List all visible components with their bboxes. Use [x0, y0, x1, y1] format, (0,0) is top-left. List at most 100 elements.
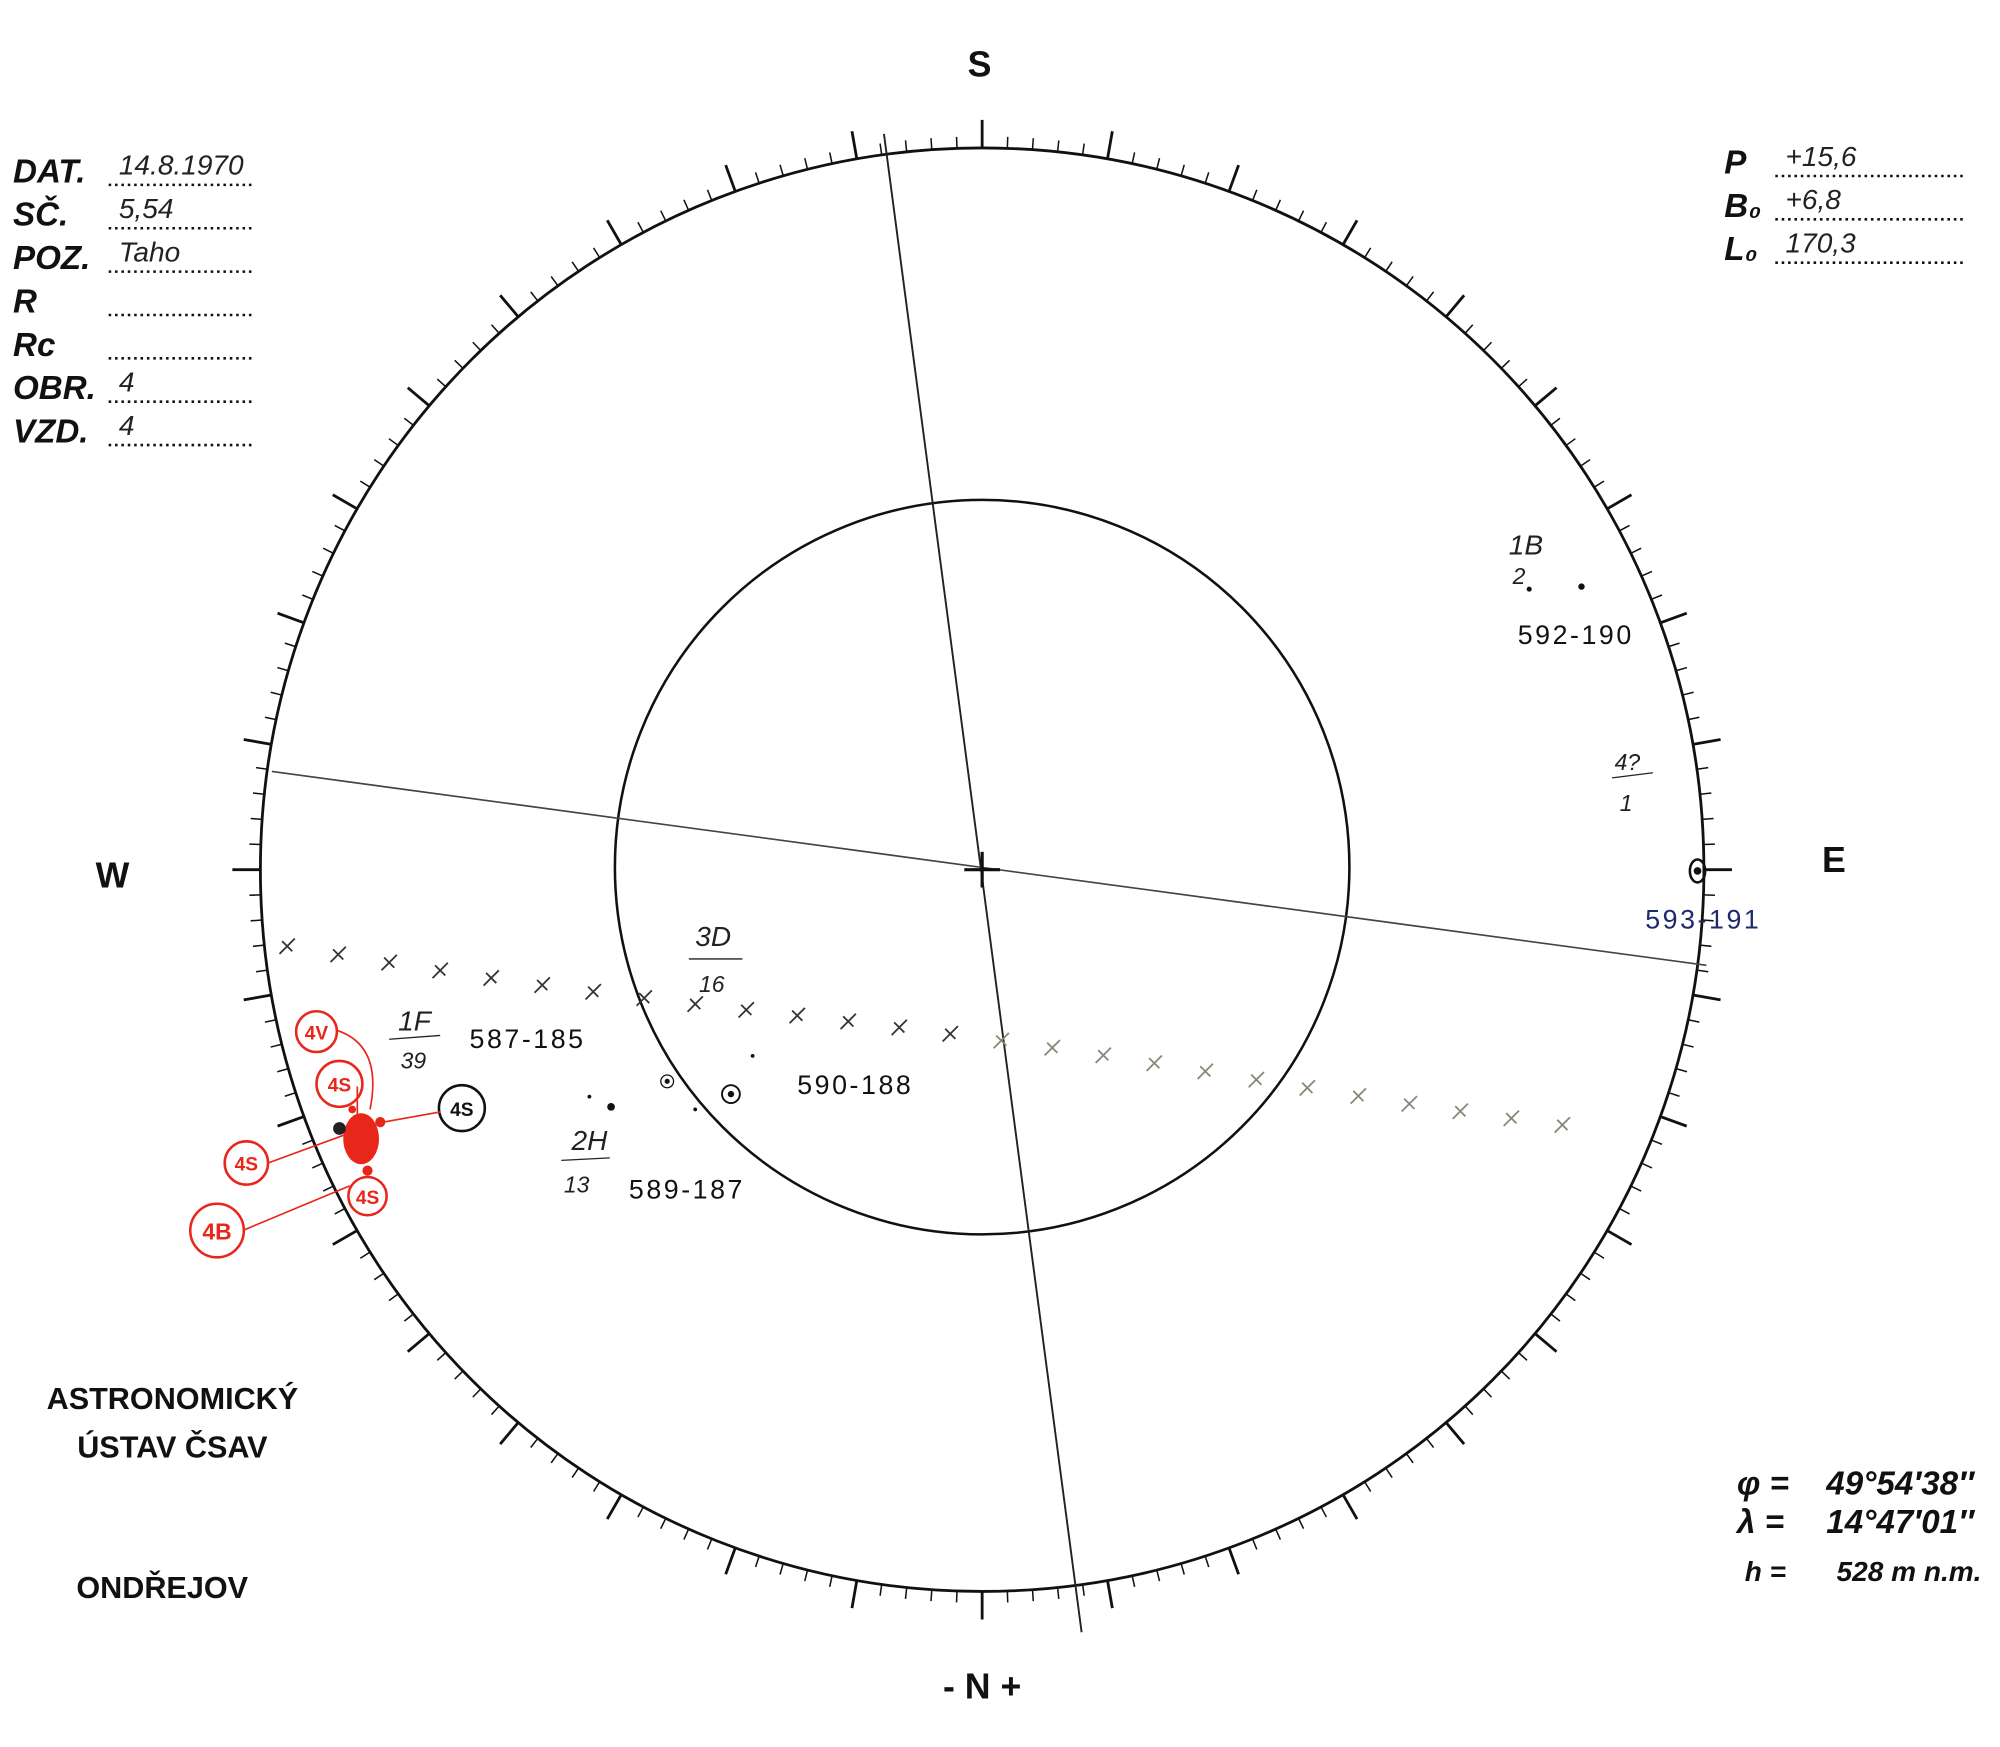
red-label: 4S [450, 1100, 473, 1121]
track-mark [1503, 1110, 1520, 1127]
header-left: DAT. 14.8.1970 SČ. 5,54 POZ. Taho R Rc OBR. 4 VZD.… [13, 150, 256, 450]
limb-tick [252, 792, 265, 795]
limb-tick [1675, 666, 1688, 672]
limb-tick [264, 1018, 277, 1023]
location-value: 528 m n.m. [1837, 1556, 1982, 1587]
spot-track [278, 937, 1571, 1134]
limb-tick [1606, 493, 1633, 511]
track-mark [533, 976, 551, 994]
limb-tick [1696, 969, 1709, 973]
red-label: 4S [235, 1155, 258, 1176]
limb-tick [683, 199, 690, 211]
limb-tick [311, 570, 324, 577]
spot [375, 1117, 386, 1128]
red-cluster [333, 1105, 386, 1176]
field-value: 170,3 [1786, 227, 1857, 258]
group-label: 590-188 [797, 1070, 913, 1100]
limb-tick [270, 1043, 283, 1048]
limb-tick [637, 221, 644, 233]
track-mark [1299, 1079, 1316, 1097]
field-label: POZ. [13, 240, 90, 277]
field-label: R [13, 283, 37, 320]
limb-tick [1641, 570, 1653, 577]
limb-tick [252, 944, 265, 948]
limb-tick [472, 341, 482, 352]
limb-tick [255, 969, 268, 973]
limb-tick [322, 547, 334, 554]
limb-tick [779, 164, 784, 177]
limb-tick [243, 738, 272, 746]
group-label: 589-187 [629, 1175, 745, 1205]
field-label: P [1724, 144, 1747, 181]
limb-tick [828, 1575, 833, 1588]
limb-tick [1692, 738, 1721, 746]
limb-tick [1696, 766, 1709, 770]
limb-tick [302, 594, 314, 601]
limb-tick [1275, 199, 1282, 211]
limb-tick [1482, 1388, 1493, 1398]
limb-tick [1363, 247, 1372, 258]
limb-tick [1500, 359, 1511, 369]
limb-tick [724, 1547, 737, 1575]
track-mark [1350, 1087, 1367, 1105]
limb-tick [284, 642, 296, 648]
fraction-bar [389, 1034, 441, 1040]
limb-tick [264, 716, 277, 721]
limb-tick [243, 993, 272, 1002]
location-symbol: λ = [1735, 1504, 1784, 1541]
limb-tick [1550, 1313, 1561, 1322]
limb-tick [373, 1272, 385, 1281]
spot [1578, 583, 1585, 590]
spot [750, 1053, 755, 1058]
limb-tick [1593, 480, 1605, 488]
limb-tick [1425, 291, 1435, 302]
limb-tick [277, 1067, 289, 1073]
track-mark [1197, 1063, 1214, 1080]
limb-tick [660, 1518, 667, 1530]
spot [1693, 867, 1702, 875]
track-mark [992, 1032, 1010, 1049]
red-labels: 4V 4S 4S 4S 4S 4B [202, 1023, 473, 1244]
limb-tick [779, 1563, 784, 1575]
limb-tick [850, 131, 859, 160]
limb-tick [1204, 1555, 1210, 1568]
red-circle [315, 1059, 364, 1109]
group-count: 1 [1620, 790, 1633, 816]
limb-tick [250, 919, 263, 922]
track-mark [1401, 1095, 1418, 1113]
track-mark [635, 989, 653, 1007]
spot [587, 1094, 592, 1099]
limb-tick [1341, 1494, 1359, 1520]
limb-tick [592, 1481, 601, 1492]
limb-tick [388, 1293, 399, 1302]
limb-tick [255, 766, 268, 770]
limb-tick [904, 140, 908, 152]
compass-top: S [968, 45, 992, 85]
limb-tick [1405, 1453, 1414, 1464]
limb-tick [1651, 1139, 1663, 1146]
red-circle [437, 1083, 487, 1133]
track-mark [788, 1007, 806, 1024]
limb-tick [1699, 944, 1712, 948]
limb-tick [1341, 219, 1359, 246]
group-count: 13 [564, 1171, 590, 1197]
limb-tick [1580, 459, 1591, 467]
limb-tick [1425, 1437, 1435, 1448]
limb-tick [606, 1494, 623, 1520]
limb-tick [1445, 1421, 1466, 1445]
limb-tick [1702, 817, 1714, 821]
group: 1B 2 592-190 [1509, 530, 1631, 650]
limb-tick [1593, 1251, 1605, 1259]
limb-tick [1692, 993, 1721, 1002]
limb-tick [1131, 1575, 1136, 1588]
track-mark [1452, 1102, 1469, 1120]
field-value: Taho [119, 236, 180, 267]
red-annotations [188, 1009, 487, 1259]
limb-tick [454, 1370, 464, 1380]
track-mark [1554, 1116, 1571, 1134]
limb-tick [879, 143, 883, 156]
spot [607, 1103, 615, 1111]
limb-tick [1251, 1538, 1258, 1550]
group-count: 2 [1512, 563, 1526, 589]
